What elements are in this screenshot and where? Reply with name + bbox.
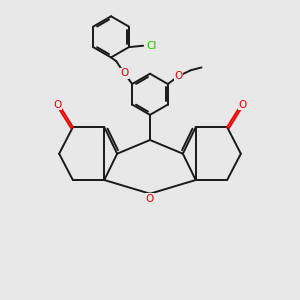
Text: O: O bbox=[54, 100, 62, 110]
Text: O: O bbox=[146, 194, 154, 204]
Text: O: O bbox=[120, 68, 128, 78]
Text: O: O bbox=[175, 71, 183, 81]
Text: O: O bbox=[238, 100, 246, 110]
Text: Cl: Cl bbox=[146, 41, 156, 51]
